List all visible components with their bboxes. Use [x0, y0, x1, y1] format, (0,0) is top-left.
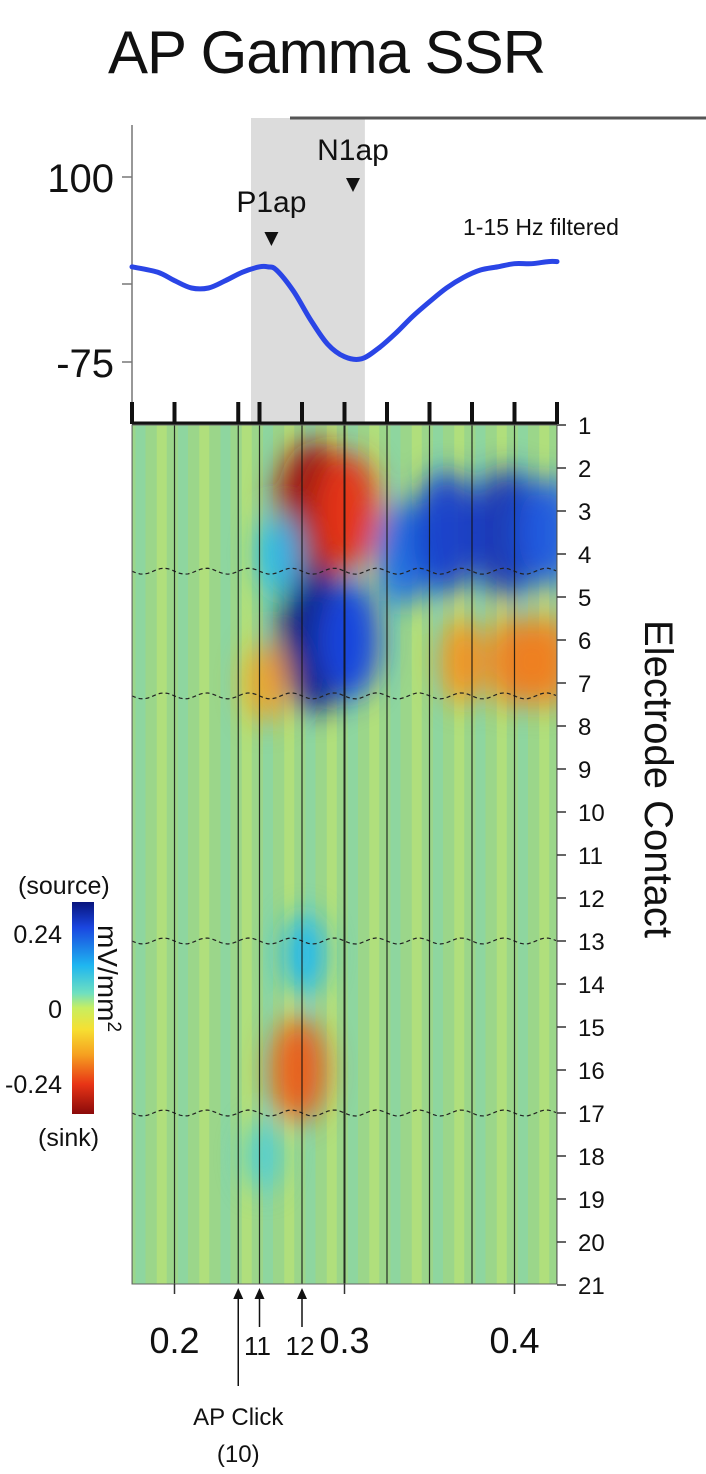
heatmap-stripe — [326, 425, 337, 1284]
csd-blob — [282, 913, 325, 994]
heatmap-stripe — [369, 425, 380, 1284]
contact-tick-label: 15 — [578, 1015, 605, 1042]
x-tick-label: 0.3 — [319, 1320, 369, 1361]
colorbar-tick-label: 0.24 — [13, 921, 62, 949]
heatmap-stripe — [135, 425, 146, 1284]
csd-heatmap — [131, 424, 558, 1285]
peak-marker — [346, 178, 360, 192]
y-axis-label: Electrode Contact — [636, 620, 680, 938]
contact-tick-label: 1 — [578, 413, 591, 440]
colorbar: (source) (sink) 0.24 0 -0.24 mV/mm2 — [5, 872, 124, 1152]
colorbar-unit-base: mV/mm — [92, 925, 123, 1021]
heatmap-stripe — [454, 425, 465, 1284]
heatmap-stripe — [284, 425, 295, 1284]
contact-tick-label: 2 — [578, 456, 591, 483]
heatmap-stripe — [178, 425, 188, 1284]
erp-y-tick-label: -75 — [56, 342, 114, 386]
contact-tick-label: 8 — [578, 714, 591, 741]
csd-blob — [470, 468, 542, 597]
heatmap-stripe — [348, 425, 358, 1284]
heatmap-stripe — [411, 425, 422, 1284]
csd-blob — [318, 582, 382, 698]
heatmap-stripe — [199, 425, 210, 1284]
contact-tick-label: 11 — [578, 843, 603, 870]
click-annotation-label: AP Click — [193, 1404, 284, 1431]
heatmap-stripe — [496, 425, 507, 1284]
contact-tick-label: 4 — [578, 542, 591, 569]
heatmap-stripe — [156, 425, 167, 1284]
peak-marker — [264, 232, 279, 246]
heatmap-stripe — [263, 425, 273, 1284]
contact-tick-label: 5 — [578, 585, 591, 612]
csd-blob — [413, 471, 480, 594]
click-annotation-number: (10) — [217, 1441, 260, 1468]
contact-tick-label: 9 — [578, 757, 591, 784]
heatmap-stripe — [390, 425, 401, 1284]
heatmap-stripe — [220, 425, 231, 1284]
colorbar-top-label: (source) — [18, 872, 110, 900]
chart-title: AP Gamma SSR — [108, 19, 546, 86]
click-arrowhead — [254, 1288, 265, 1299]
csd-blob — [316, 453, 380, 569]
heatmap-stripe — [241, 425, 252, 1284]
colorbar-unit-exponent: 2 — [103, 1021, 124, 1032]
contact-tick-label: 6 — [578, 628, 591, 655]
contact-tick-label: 13 — [578, 929, 605, 956]
click-arrowhead — [297, 1288, 307, 1299]
csd-blob — [245, 1122, 281, 1190]
erp-y-tick-label: 100 — [47, 157, 114, 201]
colorbar-unit-label: mV/mm2 — [92, 925, 124, 1032]
heatmap-stripe — [475, 425, 486, 1284]
colorbar-tick-label: -0.24 — [5, 1071, 62, 1099]
contact-tick-label: 10 — [578, 800, 605, 827]
erp-series-line — [129, 258, 560, 362]
contact-tick-label: 20 — [578, 1230, 605, 1257]
filter-label: 1-15 Hz filtered — [463, 214, 619, 240]
contact-tick-label: 16 — [578, 1058, 605, 1085]
contact-tick-label: 7 — [578, 671, 591, 698]
heatmap-stripe — [433, 425, 443, 1284]
shaded-window — [251, 118, 365, 423]
colorbar-gradient — [72, 902, 94, 1114]
csd-blob — [245, 643, 288, 723]
csd-blob — [440, 618, 487, 705]
colorbar-bottom-label: (sink) — [38, 1124, 99, 1152]
contact-tick-label: 19 — [578, 1187, 605, 1214]
csd-blob — [518, 477, 557, 588]
heatmap-stripe — [539, 425, 550, 1284]
erp-panel: 100 -75 P1ap N1ap 1-15 Hz filtered — [47, 116, 706, 423]
heatmap-stripe — [518, 425, 528, 1284]
contact-tick-label: 17 — [578, 1101, 605, 1128]
contact-tick-label: 14 — [578, 972, 605, 999]
peak-label: N1ap — [317, 134, 389, 167]
colorbar-tick-label: 0 — [48, 996, 62, 1024]
csd-blob — [270, 1018, 327, 1122]
contact-tick-label: 3 — [578, 499, 591, 526]
contact-tick-label: 12 — [578, 886, 605, 913]
x-tick-label: 0.4 — [489, 1320, 539, 1361]
contact-tick-label: 21 — [578, 1273, 605, 1300]
csd-blob — [259, 514, 301, 594]
peak-label: P1ap — [236, 186, 306, 219]
click-arrowhead — [233, 1288, 244, 1299]
contact-tick-label: 18 — [578, 1144, 605, 1171]
csd-blob — [524, 615, 557, 708]
click-annotation-label: 12 — [286, 1331, 315, 1361]
x-tick-label: 0.2 — [149, 1320, 199, 1361]
heatmap-stripe — [305, 425, 316, 1284]
click-annotation-label: 11 — [244, 1331, 271, 1361]
